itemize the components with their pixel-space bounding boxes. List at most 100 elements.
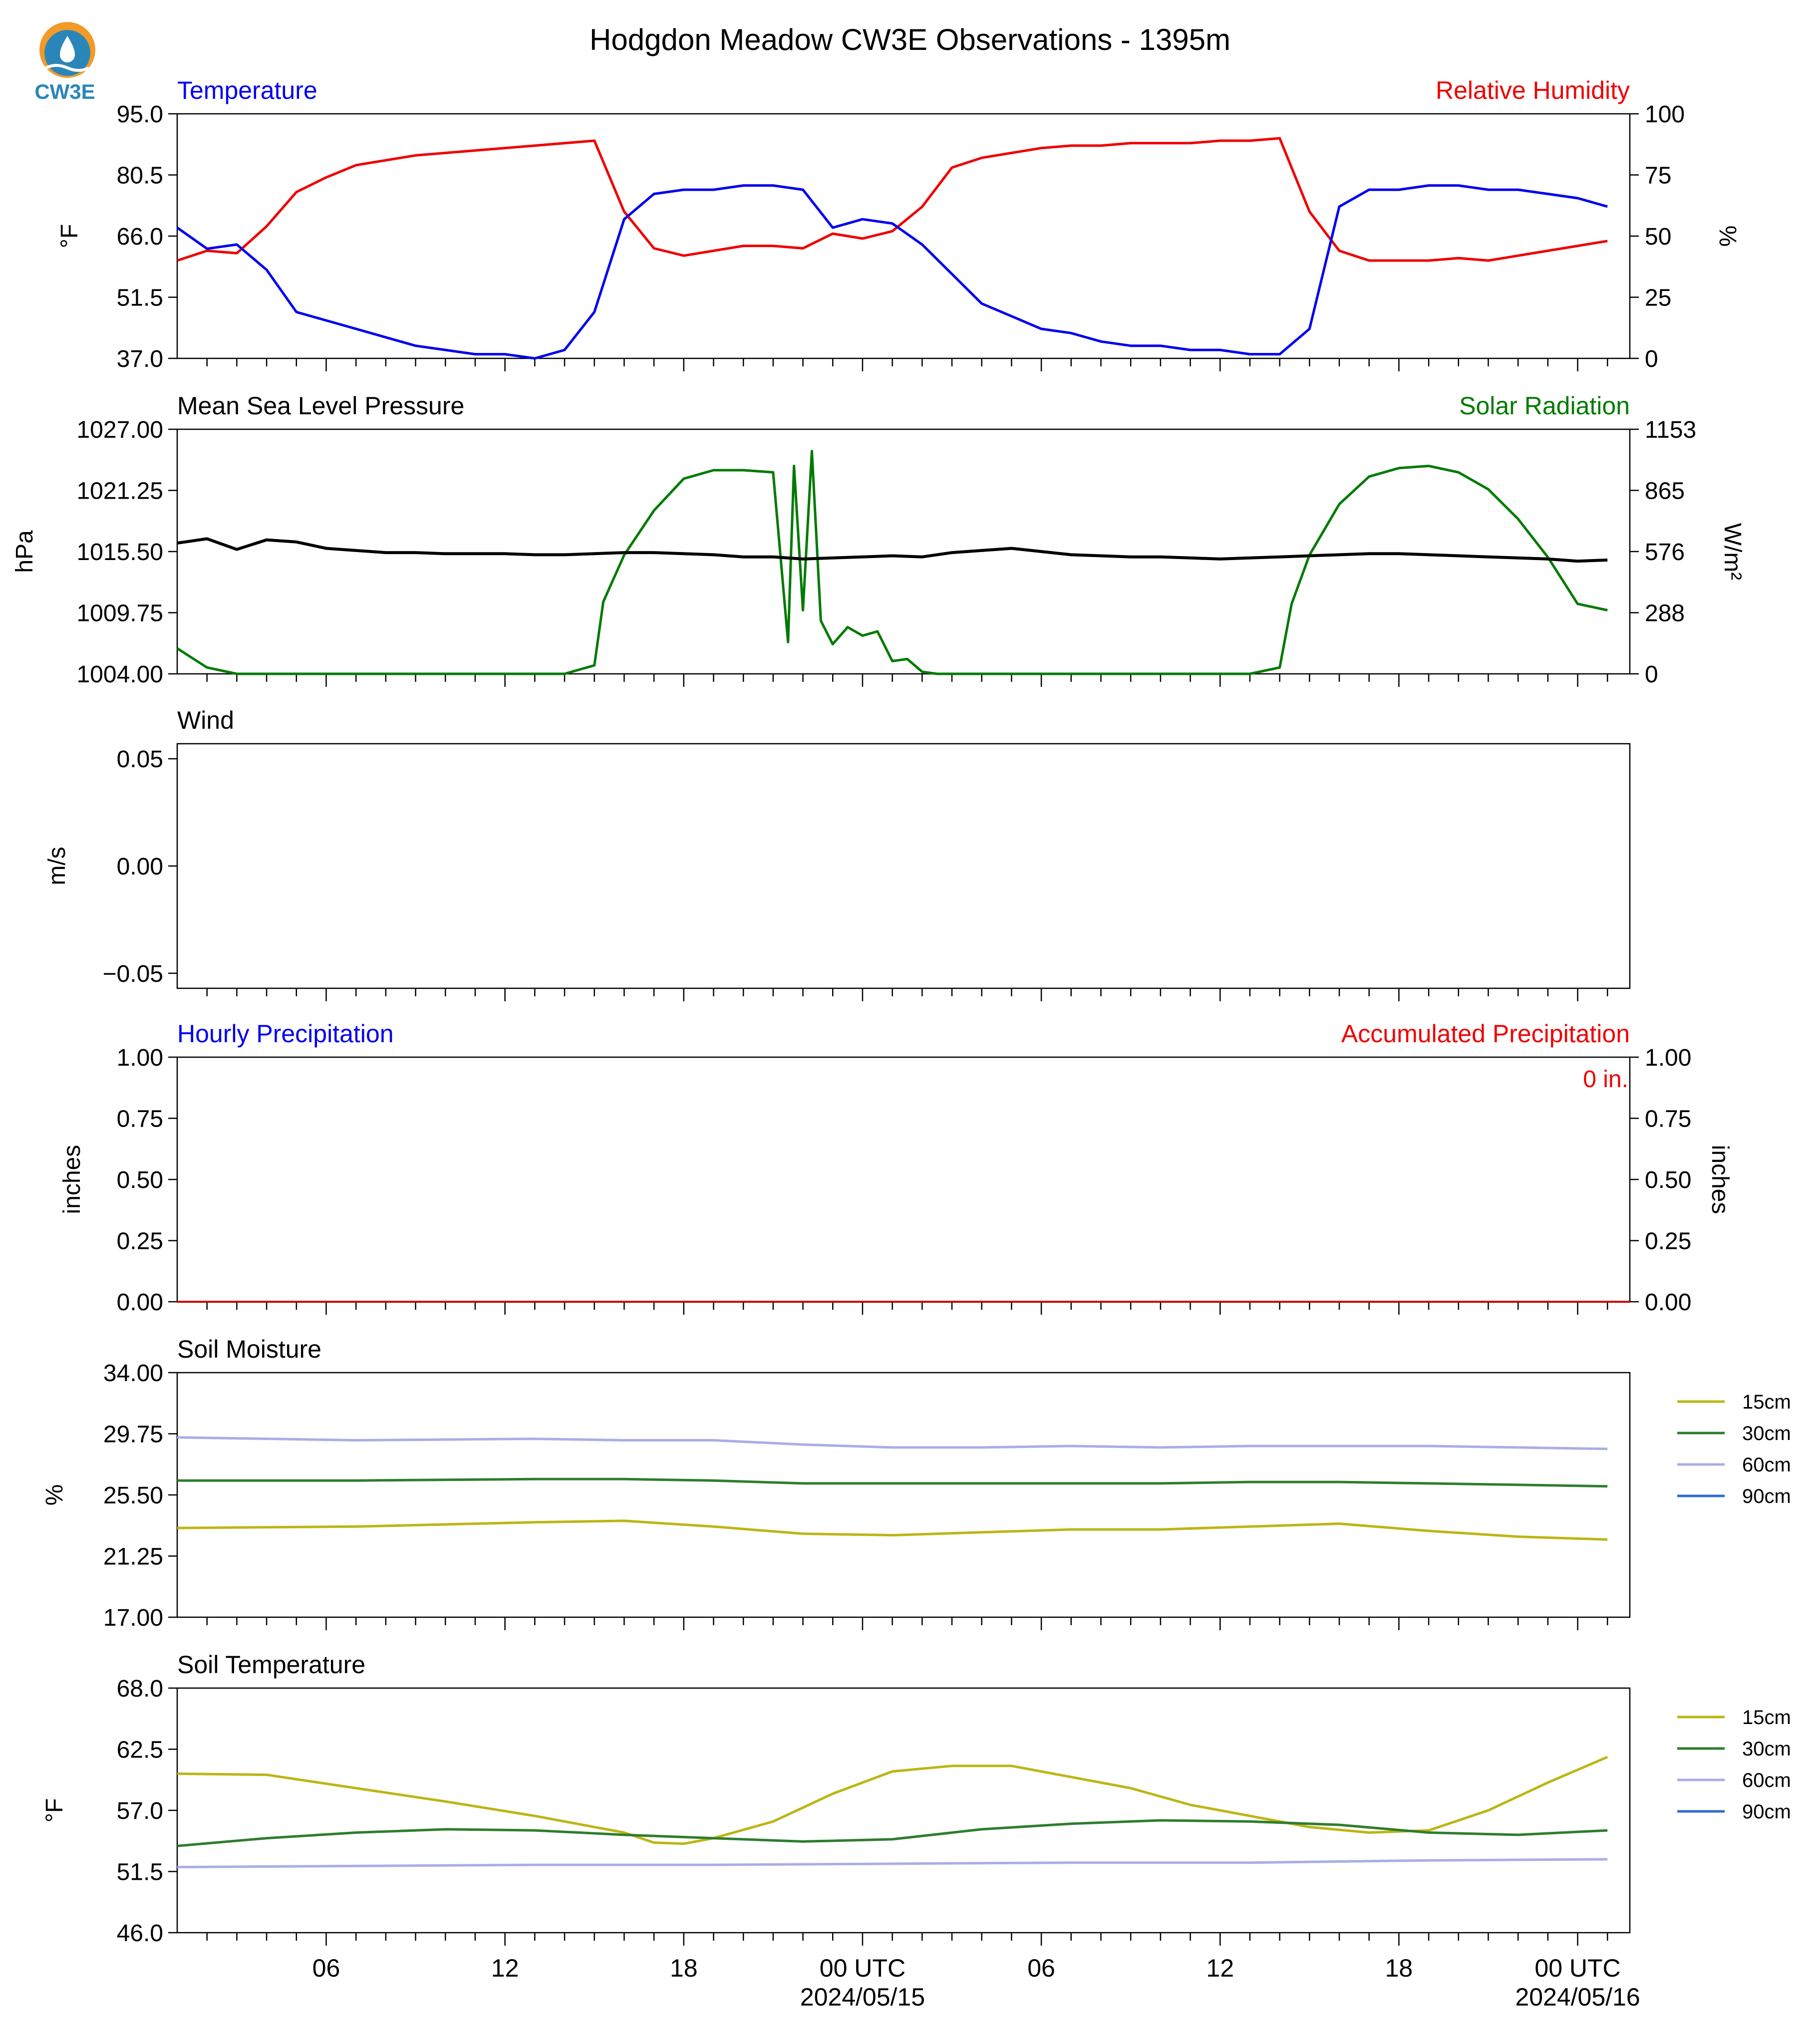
precip-ytick-label: 0.00 xyxy=(117,1289,163,1316)
rh-line xyxy=(177,137,1608,262)
pres-ytick-label: 1027.00 xyxy=(76,417,163,443)
precip-ylabel-right: inches xyxy=(1707,1145,1733,1214)
soilm-ytick-label: 21.25 xyxy=(103,1544,163,1570)
precip-ytick-right-label: 0.25 xyxy=(1645,1228,1691,1255)
soilt-legend-label: 60cm xyxy=(1742,1769,1791,1791)
soilm-ytick-label: 25.50 xyxy=(103,1482,163,1509)
panel-pres: 1027.00 1021.25 1015.50 1009.75 1004.00 1153 8… xyxy=(11,392,1746,688)
precip-frame xyxy=(176,1056,1631,1303)
precip-ytick-label: 0.50 xyxy=(117,1167,163,1193)
pressure-line xyxy=(177,537,1608,563)
x-tick-label: 06 xyxy=(312,1954,340,1982)
precip-ytick-label: 1.00 xyxy=(117,1045,163,1071)
pres-ytick-label: 1009.75 xyxy=(76,600,163,627)
soilm-left-title: Soil Moisture xyxy=(177,1335,321,1363)
temp-ylabel: °F xyxy=(56,224,83,249)
x-tick-label: 00 UTC xyxy=(820,1954,906,1982)
temp-right-title: Relative Humidity xyxy=(1436,76,1630,104)
precip-ytick-right-label: 0.50 xyxy=(1645,1167,1691,1193)
soilt-left-title: Soil Temperature xyxy=(177,1651,365,1679)
logo-text: CW3E xyxy=(34,80,95,103)
soilt-legend-label: 90cm xyxy=(1742,1801,1791,1823)
x-tick-label: 18 xyxy=(670,1954,698,1982)
accumulated-total-label: 0 in. xyxy=(1583,1066,1628,1093)
x-date-label: 2024/05/15 xyxy=(800,1983,925,2011)
soilm-ytick-label: 29.75 xyxy=(103,1422,163,1448)
pres-ytick-label: 1015.50 xyxy=(76,539,163,566)
pres-ytick-right-label: 576 xyxy=(1645,539,1685,566)
soil-soilt-60cm-line xyxy=(177,1858,1608,1869)
x-tick-label: 18 xyxy=(1385,1954,1413,1982)
temp-ylabel-right: % xyxy=(1714,226,1741,247)
temp-ytick-right-label: 75 xyxy=(1645,163,1671,189)
precip-ytick-right-label: 0.00 xyxy=(1645,1289,1691,1316)
pres-ytick-right-label: 288 xyxy=(1645,600,1685,627)
soilm-ylabel: % xyxy=(41,1484,68,1506)
temp-ytick-right-label: 25 xyxy=(1645,285,1671,311)
temp-left-title: Temperature xyxy=(177,76,317,104)
temp-frame xyxy=(176,113,1631,359)
temperature-line xyxy=(176,184,1608,360)
soilt-ytick-label: 62.5 xyxy=(117,1737,163,1763)
x-tick-label: 12 xyxy=(491,1954,519,1982)
wind-ytick-label: −0.05 xyxy=(103,961,163,987)
solar-radiation-line xyxy=(176,450,1608,675)
pres-ytick-right-label: 865 xyxy=(1645,478,1685,505)
x-tick-label: 12 xyxy=(1206,1954,1234,1982)
temp-ytick-label: 80.5 xyxy=(117,163,163,189)
precip-ylabel: inches xyxy=(59,1145,85,1214)
precip-ytick-right-label: 0.75 xyxy=(1645,1106,1691,1133)
soil-soilm-15cm-line xyxy=(177,1519,1608,1541)
soil-soilm-30cm-line xyxy=(177,1477,1608,1488)
wind-frame xyxy=(176,743,1631,989)
precip-ytick-label: 0.75 xyxy=(117,1106,163,1133)
soilt-ytick-label: 46.0 xyxy=(117,1920,163,1947)
x-date-label: 2024/05/16 xyxy=(1515,1983,1640,2011)
soilt-ytick-label: 68.0 xyxy=(117,1676,163,1702)
soil-soilm-60cm-line xyxy=(177,1436,1608,1450)
soilm-legend-label: 30cm xyxy=(1742,1423,1791,1445)
cw3e-logo-icon xyxy=(30,20,105,105)
temp-ytick-right-label: 50 xyxy=(1645,224,1671,250)
wind-ylabel: m/s xyxy=(44,847,70,885)
soilm-legend-label: 60cm xyxy=(1742,1454,1791,1476)
precip-right-title: Accumulated Precipitation xyxy=(1341,1020,1630,1048)
temp-ytick-label: 95.0 xyxy=(117,101,163,128)
wind-ytick-label: 0.05 xyxy=(117,746,163,773)
panel-soilt: 68.0 62.5 57.0 51.5 46.0 Soil Temperature °F 15… xyxy=(41,1651,1791,1947)
pres-ytick-right-label: 0 xyxy=(1645,661,1658,688)
soilt-legend-label: 30cm xyxy=(1742,1738,1791,1760)
pres-ylabel: hPa xyxy=(11,530,38,573)
pres-ytick-right-label: 1153 xyxy=(1645,417,1696,443)
soilt-legend-label: 15cm xyxy=(1742,1707,1791,1729)
pres-right-title: Solar Radiation xyxy=(1459,392,1630,420)
x-tick-label: 06 xyxy=(1027,1954,1055,1982)
soilm-frame xyxy=(176,1372,1631,1618)
temp-ytick-label: 66.0 xyxy=(117,224,163,250)
pres-ytick-label: 1021.25 xyxy=(76,478,163,505)
soilt-ylabel: °F xyxy=(41,1798,68,1823)
chart-title: Hodgdon Meadow CW3E Observations - 1395m xyxy=(590,23,1230,56)
precip-ytick-right-label: 1.00 xyxy=(1645,1045,1691,1071)
wind-left-title: Wind xyxy=(177,706,234,734)
soilt-frame xyxy=(176,1687,1631,1934)
soil-soilt-30cm-line xyxy=(177,1819,1608,1847)
soilt-ytick-label: 57.0 xyxy=(117,1798,163,1824)
panel-temp: 95.0 80.5 66.0 51.5 37.0 100 75 50 25 0 Temperatur… xyxy=(56,76,1741,372)
pres-ylabel-right: W/m² xyxy=(1719,523,1746,580)
panel-precip: 1.00 0.75 0.50 0.25 0.00 1.00 0.75 0.50 0.25 0.00… xyxy=(59,1020,1733,1316)
temp-ytick-right-label: 100 xyxy=(1645,101,1685,128)
temp-ytick-right-label: 0 xyxy=(1645,346,1658,372)
x-tick-label: 00 UTC xyxy=(1534,1954,1620,1982)
panel-wind: 0.05 0.00 −0.05 Wind m/s xyxy=(44,706,1631,1001)
soilm-legend-label: 15cm xyxy=(1742,1391,1791,1413)
soilm-ytick-label: 17.00 xyxy=(103,1605,163,1631)
panel-soilm: 34.00 29.75 25.50 21.25 17.00 Soil Moisture% 1… xyxy=(41,1335,1791,1631)
soilt-ytick-label: 51.5 xyxy=(117,1859,163,1886)
pres-left-title: Mean Sea Level Pressure xyxy=(177,392,464,420)
temp-ytick-label: 51.5 xyxy=(117,285,163,311)
soilm-legend-label: 90cm xyxy=(1742,1485,1791,1507)
pres-ytick-label: 1004.00 xyxy=(76,661,163,688)
soil-soilt-15cm-line xyxy=(177,1755,1608,1845)
